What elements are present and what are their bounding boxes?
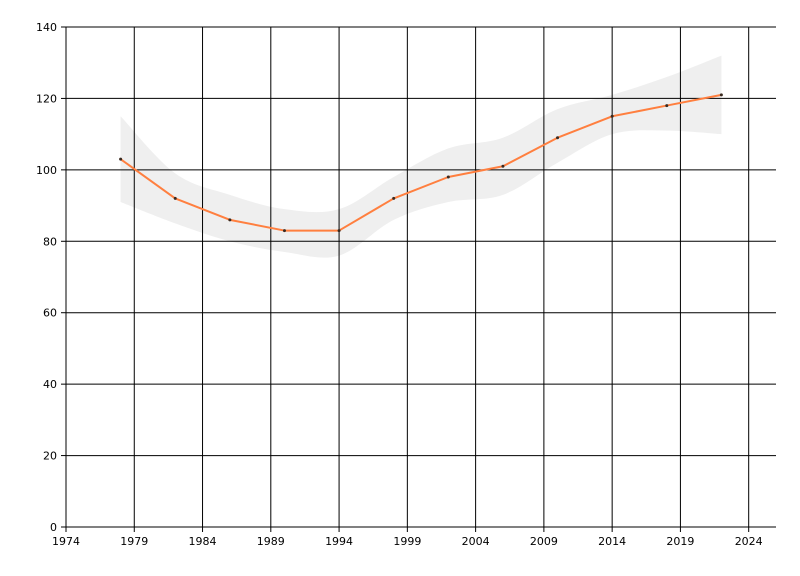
x-tick-label-2024: 2024: [735, 535, 763, 548]
confidence-band-layer: [120, 55, 722, 258]
series-points-layer: [119, 93, 723, 233]
y-tick-label-100: 100: [36, 164, 57, 177]
data-point-2006: [501, 164, 505, 168]
data-point-2010: [556, 136, 560, 140]
y-tick-label-140: 140: [36, 21, 57, 34]
x-tick-label-1979: 1979: [120, 535, 148, 548]
x-tick-label-1994: 1994: [325, 535, 353, 548]
data-point-2002: [446, 175, 450, 179]
data-point-1994: [337, 229, 341, 233]
data-point-2014: [610, 114, 614, 118]
y-tick-label-20: 20: [43, 450, 57, 463]
x-tick-label-1989: 1989: [257, 535, 285, 548]
x-tick-label-1999: 1999: [393, 535, 421, 548]
y-tick-label-120: 120: [36, 92, 57, 105]
data-point-1982: [173, 196, 177, 200]
data-point-2022: [719, 93, 723, 97]
y-tick-label-40: 40: [43, 378, 57, 391]
y-tick-label-80: 80: [43, 235, 57, 248]
x-tick-label-2009: 2009: [530, 535, 558, 548]
data-point-1986: [228, 218, 232, 222]
tick-label-layer: 1974 1979 1984 1989 1994 1999 2004 2009 2014 2019…: [36, 21, 763, 548]
x-tick-label-1974: 1974: [52, 535, 80, 548]
axis-layer: [61, 26, 776, 532]
x-tick-label-2004: 2004: [462, 535, 490, 548]
x-tick-label-2019: 2019: [666, 535, 694, 548]
series-line-0: [120, 93, 722, 232]
x-tick-label-2014: 2014: [598, 535, 626, 548]
series-line-layer: [120, 93, 722, 232]
x-tick-label-1984: 1984: [189, 535, 217, 548]
data-point-1998: [392, 196, 396, 200]
confidence-band-0: [120, 55, 722, 258]
data-point-1978: [119, 157, 123, 161]
data-point-1990: [282, 229, 286, 233]
y-tick-label-0: 0: [50, 521, 57, 534]
y-tick-label-60: 60: [43, 307, 57, 320]
data-point-2018: [665, 104, 669, 108]
